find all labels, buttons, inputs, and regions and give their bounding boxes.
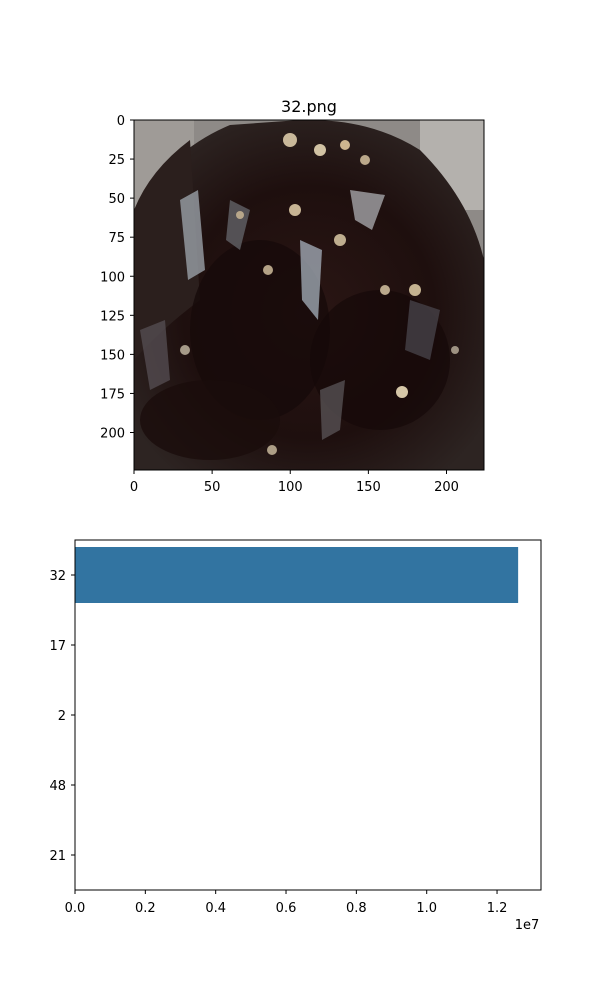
image-x-tick-label: 100 xyxy=(278,480,303,495)
x-axis-offset-label: 1e7 xyxy=(515,918,540,933)
image-x-axis: 0 50 100 150 200 xyxy=(130,470,459,495)
bar-x-tick-label: 1.2 xyxy=(487,901,508,916)
image-y-tick-label: 75 xyxy=(108,231,125,246)
image-x-tick-label: 0 xyxy=(130,480,138,495)
bar-y-axis: 32 17 2 48 21 xyxy=(49,569,75,864)
image-x-tick-label: 150 xyxy=(356,480,381,495)
image-title: 32.png xyxy=(281,97,337,116)
bar-category-label: 32 xyxy=(49,569,66,584)
bar-x-tick-label: 1.0 xyxy=(416,901,437,916)
image-x-tick-label: 50 xyxy=(204,480,221,495)
bar-x-axis: 0.0 0.2 0.4 0.6 0.8 1.0 1.2 xyxy=(65,890,508,916)
bar-x-tick-label: 0.4 xyxy=(205,901,226,916)
image-y-tick-label: 0 xyxy=(117,114,125,129)
image-y-tick-label: 50 xyxy=(108,192,125,207)
bar-category-label: 2 xyxy=(58,709,66,724)
image-y-tick-label: 100 xyxy=(100,270,125,285)
bar-x-tick-label: 0.6 xyxy=(276,901,297,916)
bar-x-tick-label: 0.0 xyxy=(65,901,86,916)
image-y-tick-label: 175 xyxy=(100,387,125,402)
bars xyxy=(75,547,519,603)
image-y-axis: 0 25 50 75 100 125 150 175 200 xyxy=(100,114,134,442)
bar-x-tick-label: 0.8 xyxy=(346,901,367,916)
bar-panel: 32 17 2 48 21 0.0 0.2 0.4 0.6 0.8 1.0 1.2 1e7 xyxy=(49,539,542,933)
bar-x-tick-label: 0.2 xyxy=(135,901,156,916)
image-y-tick-label: 150 xyxy=(100,348,125,363)
image-y-tick-label: 200 xyxy=(100,427,125,442)
image-frame xyxy=(133,119,485,471)
bar-category-label: 17 xyxy=(49,639,66,654)
bar-category-label: 48 xyxy=(49,779,66,794)
photo-image xyxy=(134,120,484,470)
image-x-tick-label: 200 xyxy=(434,480,459,495)
bar-32 xyxy=(75,547,519,603)
image-y-tick-label: 125 xyxy=(100,309,125,324)
image-panel: 32.png xyxy=(100,97,485,495)
image-y-tick-label: 25 xyxy=(108,153,125,168)
bar-category-label: 21 xyxy=(49,849,66,864)
